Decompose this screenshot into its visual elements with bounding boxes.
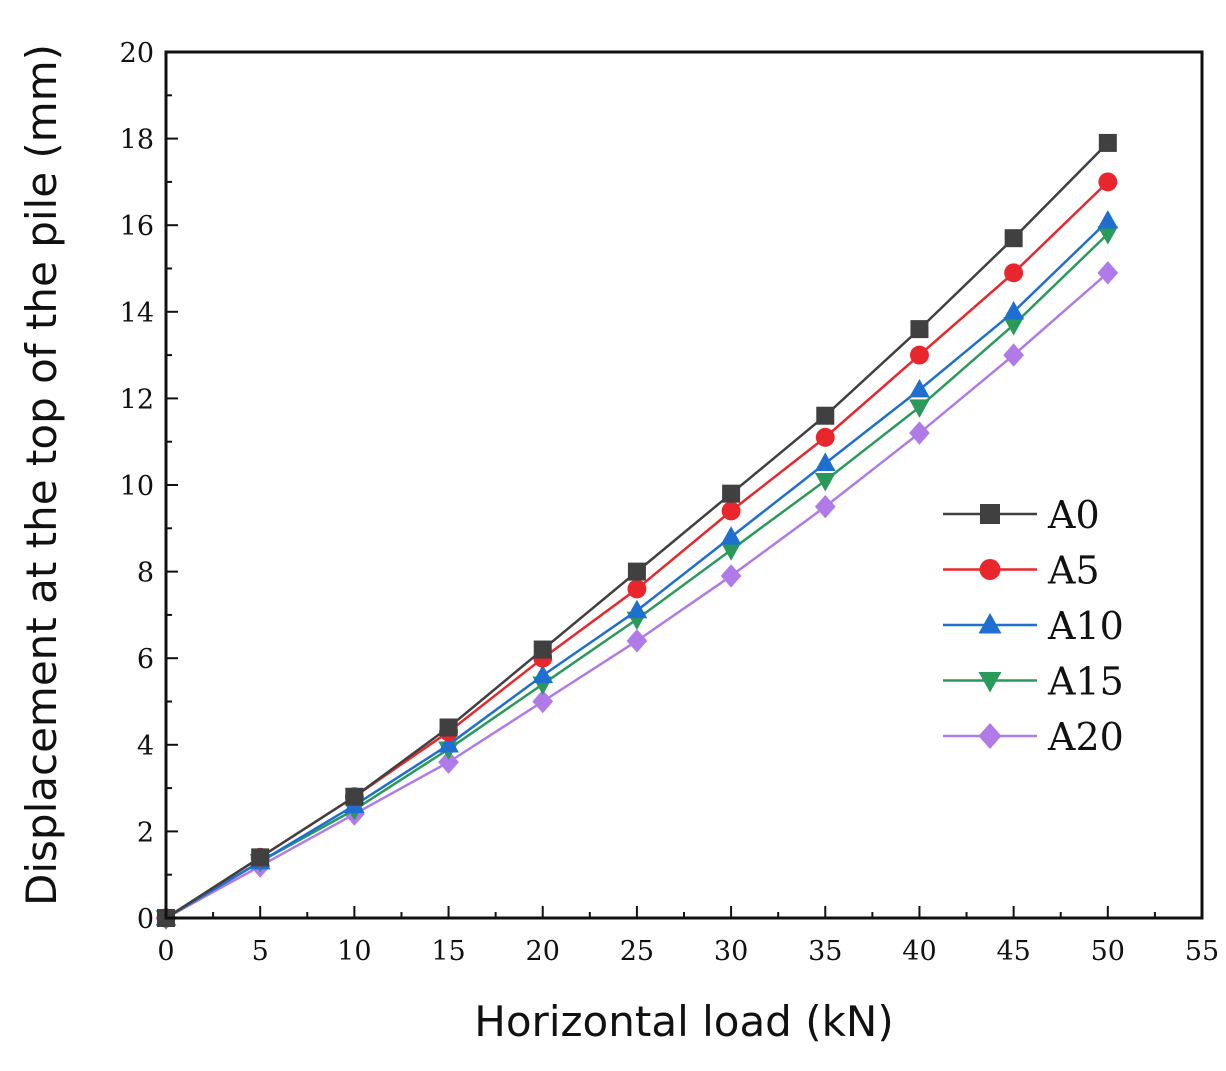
y-tick-label: 12 (120, 384, 154, 415)
y-tick-label: 6 (137, 644, 154, 675)
ticks-layer: 0 5 10 15 20 25 30 35 40 45 50 55 0 2 4 6 8 10 12 14 16 18 20 (120, 38, 1220, 967)
y-tick-label: 14 (120, 298, 154, 329)
x-axis-title: Horizontal load (kN) (474, 997, 893, 1046)
series-line-a0 (165, 142, 1109, 920)
data-point-a20 (720, 564, 742, 588)
legend-item-a15: A15 (943, 660, 1124, 704)
legend: A0 A5 A10 A15 A20 (943, 493, 1124, 759)
data-point-a15 (909, 399, 930, 418)
legend-marker (978, 672, 1002, 693)
data-point-a0 (251, 848, 270, 867)
legend-item-a5: A5 (943, 549, 1100, 593)
x-tick-label: 25 (620, 936, 654, 967)
y-axis-title: Displacement at the top of the pile (mm) (17, 44, 66, 906)
data-point-a20 (438, 750, 459, 774)
plot-frame (164, 50, 1204, 920)
y-tick-label: 8 (137, 558, 154, 589)
legend-label: A15 (1047, 660, 1124, 704)
x-tick-label: 5 (252, 936, 269, 967)
data-point-a10 (720, 526, 742, 545)
y-tick-label: 16 (120, 211, 154, 242)
data-point-a0 (1004, 229, 1023, 248)
x-tick-label: 35 (808, 936, 842, 967)
legend-label: A5 (1047, 549, 1100, 593)
x-tick-label: 0 (157, 936, 174, 967)
data-point-a5 (627, 579, 647, 599)
legend-marker (980, 504, 1000, 524)
data-point-a5 (910, 345, 929, 365)
data-point-a15 (814, 473, 836, 492)
data-point-a20 (909, 421, 930, 445)
legend-item-a20: A20 (943, 715, 1124, 759)
data-point-a5 (815, 427, 835, 447)
data-point-a10 (1003, 301, 1024, 320)
data-point-a0 (722, 484, 741, 503)
data-point-a5 (1098, 172, 1118, 192)
y-tick-label: 18 (120, 125, 154, 156)
data-point-a10 (626, 599, 648, 619)
legend-item-a10: A10 (943, 604, 1124, 648)
data-point-a10 (909, 378, 930, 398)
x-tick-label: 15 (431, 936, 465, 967)
legend-label: A10 (1047, 604, 1124, 648)
data-point-a0 (627, 562, 646, 581)
data-point-a10 (532, 664, 554, 684)
x-tick-label: 45 (996, 936, 1030, 967)
y-tick-label: 2 (137, 817, 154, 848)
x-tick-label: 10 (337, 936, 371, 967)
x-tick-label: 40 (902, 936, 936, 967)
data-point-a10 (1097, 210, 1119, 229)
data-point-a10 (438, 734, 459, 753)
data-point-a0 (533, 640, 552, 659)
data-point-a5 (721, 501, 741, 521)
data-point-a0 (439, 718, 458, 737)
legend-marker (979, 559, 1001, 580)
data-point-a15 (1003, 317, 1024, 336)
x-tick-label: 30 (714, 936, 748, 967)
series-layer (155, 133, 1119, 930)
data-point-a0 (816, 406, 835, 425)
data-point-a0 (1098, 133, 1117, 152)
y-tick-label: 20 (120, 38, 154, 69)
series-line-a5 (165, 181, 1109, 920)
legend-label: A20 (1047, 715, 1124, 759)
x-tick-label: 55 (1185, 936, 1219, 967)
data-point-a15 (1097, 226, 1119, 245)
legend-marker (978, 613, 1002, 634)
data-point-a10 (814, 452, 836, 471)
x-tick-label: 50 (1091, 936, 1125, 967)
data-point-a20 (1003, 343, 1024, 367)
series-a0 (157, 133, 1117, 927)
data-point-a0 (345, 787, 364, 806)
x-tick-label: 20 (526, 936, 560, 967)
y-tick-label: 10 (120, 471, 154, 502)
series-a5 (156, 172, 1118, 928)
data-point-a0 (910, 320, 929, 339)
legend-label: A0 (1047, 493, 1100, 537)
y-tick-label: 4 (137, 731, 154, 762)
data-point-a20 (814, 494, 836, 519)
data-point-a20 (626, 629, 648, 653)
data-point-a15 (720, 542, 742, 561)
legend-marker (978, 723, 1002, 749)
data-point-a5 (1004, 263, 1024, 283)
legend-item-a0: A0 (943, 493, 1100, 537)
y-tick-label: 0 (137, 904, 154, 935)
data-point-a20 (1097, 261, 1119, 285)
data-point-a20 (532, 689, 554, 714)
